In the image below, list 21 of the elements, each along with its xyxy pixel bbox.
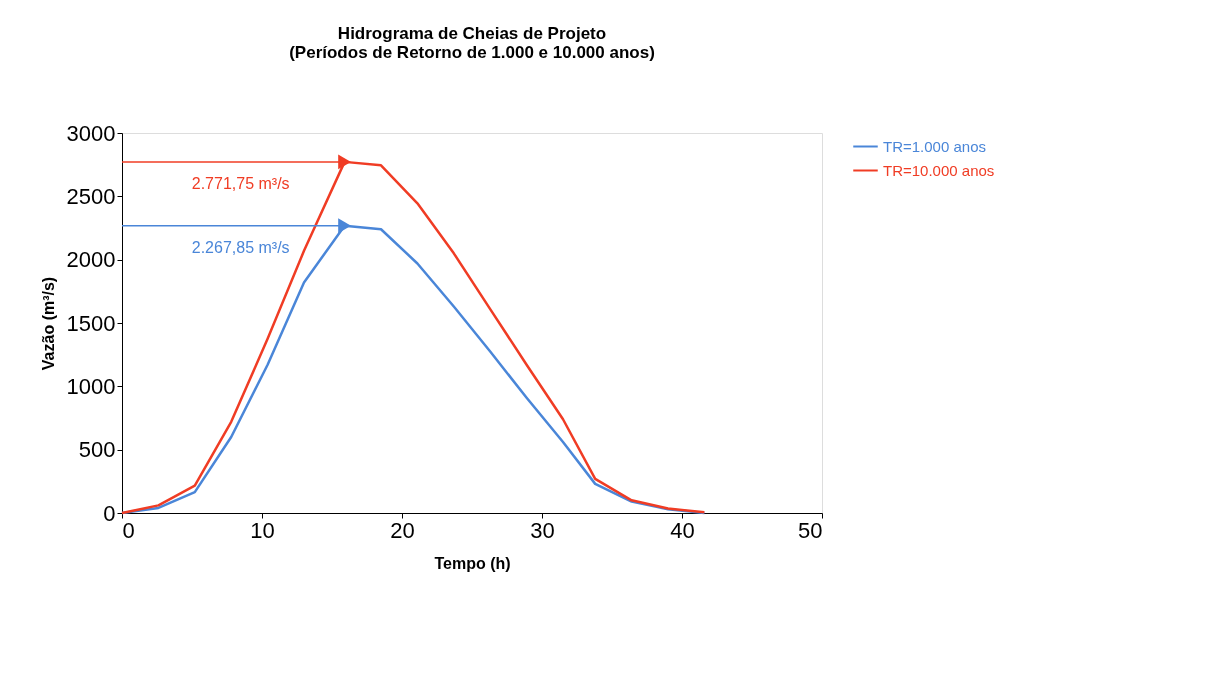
text: Hidrograma de Cheias de Projeto bbox=[337, 24, 607, 43]
y-tick-label: 1500 bbox=[66, 310, 116, 336]
x-tick-label: 40 bbox=[670, 517, 695, 543]
legend-label: TR=1.000 anos bbox=[883, 137, 986, 155]
y-tick-label: 500 bbox=[78, 437, 116, 463]
y-tick-label: 1000 bbox=[66, 373, 116, 399]
text: (Períodos de Retorno de 1.000 e 10.000 anos) bbox=[289, 43, 655, 62]
x-tick-label: 50 bbox=[798, 517, 823, 543]
y-tick-label: 0 bbox=[103, 500, 116, 526]
x-tick-label: 30 bbox=[530, 517, 555, 543]
y-tick-label: 2000 bbox=[66, 247, 116, 273]
y-axis-title: Vazão (m³/s) bbox=[39, 276, 57, 371]
x-tick-label: 0 bbox=[122, 517, 135, 543]
ref-line-label: 2.267,85 m³/s bbox=[191, 238, 290, 256]
x-tick-label: 20 bbox=[390, 517, 415, 543]
x-axis-title: Tempo (h) bbox=[434, 554, 511, 572]
y-tick-label: 2500 bbox=[66, 183, 116, 209]
y-tick-label: 3000 bbox=[66, 120, 116, 146]
ref-line-label: 2.771,75 m³/s bbox=[191, 174, 290, 192]
x-tick-label: 10 bbox=[250, 517, 275, 543]
legend-label: TR=10.000 anos bbox=[883, 161, 995, 179]
